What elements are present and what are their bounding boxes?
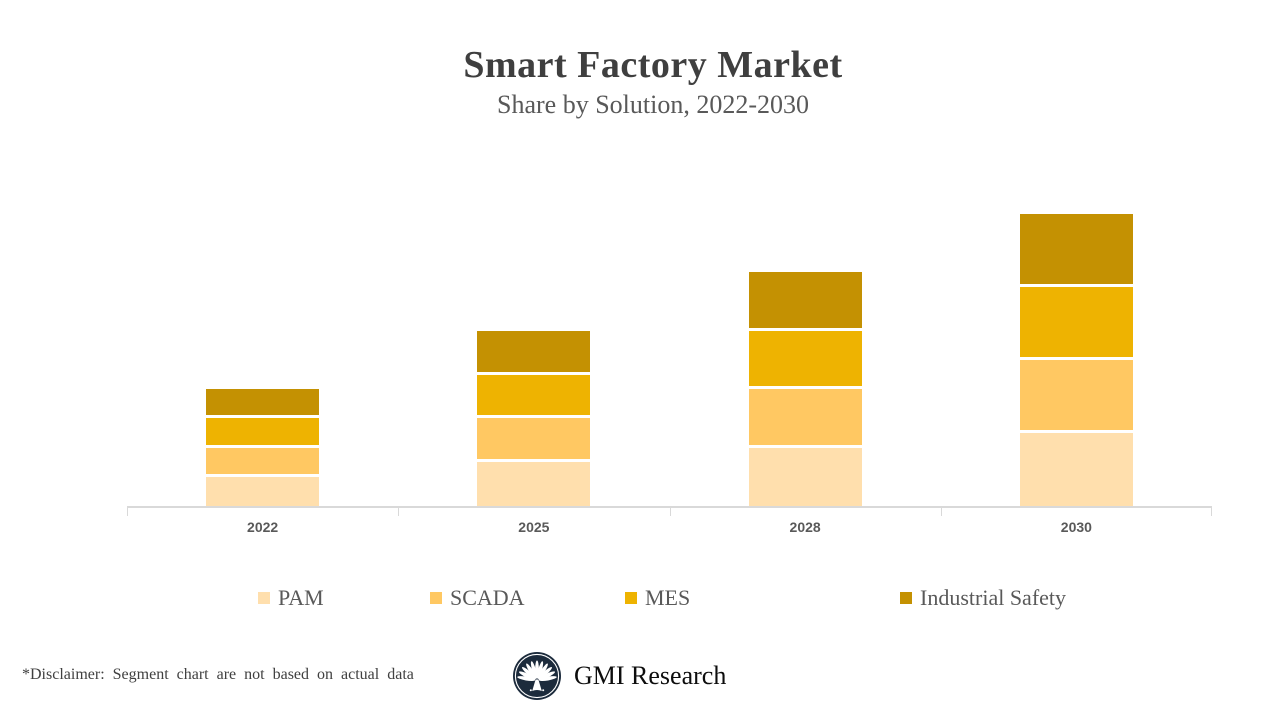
legend-label: SCADA <box>450 585 525 610</box>
legend-item-scada: SCADA <box>430 585 525 611</box>
bar-segment-scada <box>1019 360 1133 433</box>
gmi-research-logo-icon <box>513 652 561 700</box>
x-axis-label-2030: 2030 <box>1060 519 1092 535</box>
bar-column-2022 <box>127 150 398 506</box>
bar-stack-2025 <box>477 330 591 506</box>
bar-column-2030 <box>941 150 1212 506</box>
bar-segment-mes <box>206 418 319 448</box>
x-axis-label-2025: 2025 <box>518 519 550 535</box>
bar-segment-pam <box>748 447 862 506</box>
x-axis-label-2022: 2022 <box>247 519 279 535</box>
bar-segment-industrial-safety <box>748 272 862 331</box>
bar-segment-industrial-safety <box>1019 214 1133 287</box>
legend-item-mes: MES <box>625 585 690 611</box>
axis-tick <box>940 508 942 516</box>
chart-header: Smart Factory Market Share by Solution, … <box>26 44 1280 119</box>
legend-swatch-icon <box>258 592 270 604</box>
legend-swatch-icon <box>625 592 637 604</box>
plot-area <box>127 150 1212 516</box>
axis-tick <box>669 508 671 516</box>
legend-label: MES <box>645 585 691 610</box>
brand-name: GMI Research <box>574 661 727 690</box>
bar-segment-scada <box>206 447 319 477</box>
bar-segment-pam <box>1019 433 1133 506</box>
legend-label: PAM <box>278 585 324 610</box>
axis-tick <box>127 508 128 516</box>
brand-block: GMI Research <box>513 652 726 700</box>
axis-tick <box>1211 508 1212 516</box>
x-axis-labels: 2022 2025 2028 2030 <box>127 519 1212 539</box>
chart-title: Smart Factory Market <box>463 44 843 86</box>
legend-label: Industrial Safety <box>920 585 1067 610</box>
legend-item-pam: PAM <box>258 585 324 611</box>
legend-swatch-icon <box>900 592 912 604</box>
bar-stack-2030 <box>1019 214 1133 506</box>
bar-stack-2022 <box>206 389 319 506</box>
bar-stack-2028 <box>748 272 862 506</box>
bar-segment-scada <box>477 418 591 463</box>
bar-segment-industrial-safety <box>477 330 591 375</box>
bar-column-2025 <box>398 150 669 506</box>
disclaimer-text: *Disclaimer: Segment chart are not based… <box>22 666 414 683</box>
legend-item-industrial-safety: Industrial Safety <box>900 585 1066 611</box>
legend: PAM SCADA MES Industrial Safety <box>0 585 1280 611</box>
axis-tick <box>398 508 400 516</box>
bar-column-2028 <box>670 150 941 506</box>
bar-segment-mes <box>1019 287 1133 360</box>
chart-subtitle: Share by Solution, 2022-2030 <box>497 89 809 119</box>
x-axis-label-2028: 2028 <box>789 519 821 535</box>
legend-swatch-icon <box>430 592 442 604</box>
bar-segment-pam <box>206 476 319 506</box>
bar-segment-mes <box>477 374 591 419</box>
bar-segment-industrial-safety <box>206 389 319 419</box>
bar-segment-scada <box>748 389 862 448</box>
bar-segment-mes <box>748 330 862 390</box>
bar-segment-pam <box>477 462 591 506</box>
